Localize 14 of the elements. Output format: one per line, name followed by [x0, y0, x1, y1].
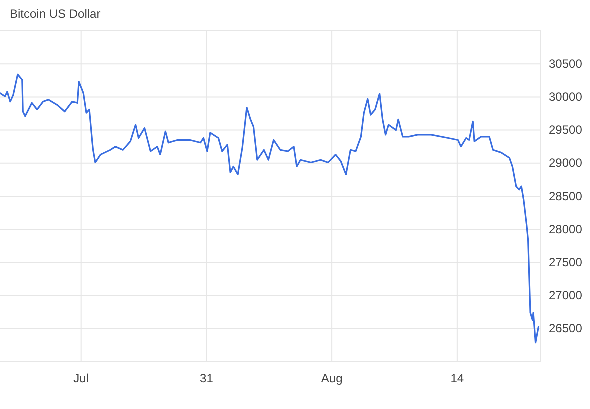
y-tick-label: 26500 — [549, 322, 583, 336]
y-tick-label: 27500 — [549, 256, 583, 270]
x-tick-label: 14 — [450, 372, 464, 386]
x-tick-label: Jul — [74, 372, 90, 386]
x-tick-label: Aug — [321, 372, 343, 386]
y-tick-label: 28500 — [549, 189, 583, 204]
x-tick-label: 31 — [200, 372, 214, 386]
y-tick-label: 30500 — [549, 56, 583, 71]
y-tick-label: 28000 — [549, 222, 583, 236]
y-tick-label: 27000 — [549, 288, 583, 303]
y-tick-label: 29000 — [549, 156, 583, 170]
y-tick-label: 30000 — [549, 90, 583, 104]
y-tick-label: 29500 — [549, 123, 583, 138]
chart-title: Bitcoin US Dollar — [10, 7, 101, 21]
